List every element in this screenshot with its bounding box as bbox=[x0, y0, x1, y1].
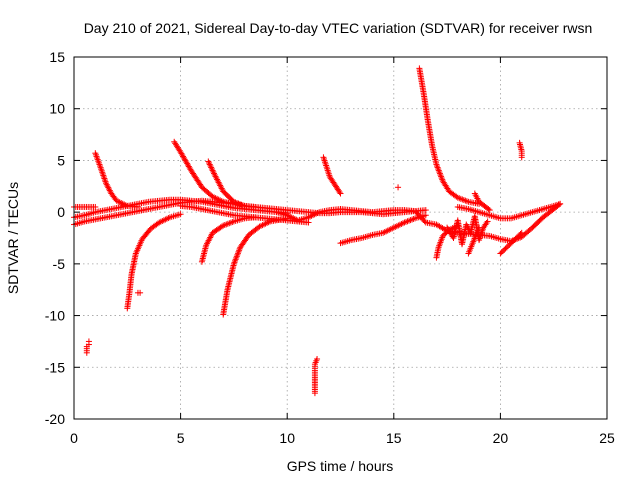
point-arc-3 bbox=[206, 161, 213, 168]
y-tick-label: 15 bbox=[49, 49, 65, 65]
point-dip-1 bbox=[177, 211, 184, 218]
y-tick-label: 10 bbox=[49, 101, 65, 117]
point-arc-6 bbox=[518, 154, 525, 161]
x-tick-label: 10 bbox=[279, 430, 295, 446]
point-arc-1 bbox=[101, 175, 108, 182]
point-arc-4 bbox=[336, 189, 343, 196]
point-arc-3 bbox=[205, 158, 212, 165]
grid bbox=[74, 57, 607, 419]
y-tick-label: -15 bbox=[45, 359, 65, 375]
point-dip-2 bbox=[252, 214, 259, 221]
axis-ticks: 0 5 10 15 20 25 -20 -15 -10 -5 0 5 10 15 bbox=[45, 49, 615, 446]
plot-frame bbox=[73, 56, 608, 420]
y-tick-label: 5 bbox=[57, 152, 65, 168]
x-tick-label: 15 bbox=[386, 430, 402, 446]
point-baseline-a bbox=[422, 207, 429, 214]
point-arc-3 bbox=[208, 165, 215, 172]
x-axis-label: GPS time / hours bbox=[287, 458, 394, 474]
point-arc-3 bbox=[210, 168, 217, 175]
point-arc-7 bbox=[486, 207, 493, 214]
point-isolated-1 bbox=[85, 338, 92, 345]
point-dip-2 bbox=[218, 223, 225, 230]
point-baseline-f bbox=[422, 212, 429, 219]
point-isolated-4 bbox=[395, 184, 402, 191]
x-tick-label: 0 bbox=[70, 430, 78, 446]
point-baseline-g bbox=[557, 200, 564, 207]
point-arc-1 bbox=[100, 172, 107, 179]
point-arc-3 bbox=[209, 167, 216, 174]
data-marks bbox=[71, 65, 564, 397]
y-tick-label: 0 bbox=[57, 204, 65, 220]
point-arc-4 bbox=[337, 190, 344, 197]
y-tick-label: -5 bbox=[53, 256, 66, 272]
y-tick-label: -10 bbox=[45, 308, 65, 324]
y-tick-label: -20 bbox=[45, 411, 65, 427]
point-arc-3 bbox=[252, 203, 259, 210]
point-arc-3 bbox=[211, 170, 218, 177]
x-tick-label: 20 bbox=[493, 430, 509, 446]
point-baseline-d bbox=[305, 219, 312, 226]
point-isolated-2 bbox=[137, 289, 144, 296]
point-dip-3 bbox=[284, 215, 291, 222]
point-scatter-band bbox=[479, 226, 486, 233]
point-arc-1 bbox=[99, 169, 106, 176]
point-dip-6 bbox=[518, 229, 525, 236]
point-arc-3 bbox=[206, 159, 213, 166]
point-scatter-band bbox=[484, 218, 491, 225]
point-isolated-3 bbox=[314, 356, 321, 363]
point-baseline-c bbox=[92, 203, 99, 210]
point-dip-6 bbox=[517, 231, 524, 238]
point-arc-7 bbox=[485, 206, 492, 213]
point-arc-1 bbox=[99, 170, 106, 177]
point-arc-1 bbox=[134, 203, 141, 210]
x-tick-label: 5 bbox=[177, 430, 185, 446]
point-arc-3 bbox=[208, 164, 215, 171]
point-arc-3 bbox=[207, 162, 214, 169]
chart-title: Day 210 of 2021, Sidereal Day-to-day VTE… bbox=[84, 20, 593, 36]
y-axis-label: SDTVAR / TECUs bbox=[5, 182, 21, 294]
x-tick-label: 25 bbox=[599, 430, 615, 446]
point-arc-1 bbox=[100, 173, 107, 180]
